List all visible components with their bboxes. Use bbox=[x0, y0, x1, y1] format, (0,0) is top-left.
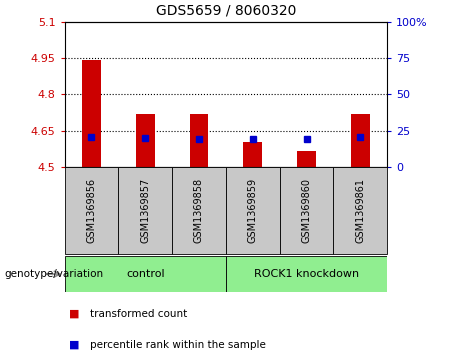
Text: ROCK1 knockdown: ROCK1 knockdown bbox=[254, 269, 359, 279]
Bar bbox=[226, 167, 280, 254]
Bar bbox=[280, 167, 333, 254]
Bar bbox=[65, 167, 118, 254]
Text: GSM1369856: GSM1369856 bbox=[86, 178, 96, 243]
Text: percentile rank within the sample: percentile rank within the sample bbox=[90, 340, 266, 350]
Text: GSM1369859: GSM1369859 bbox=[248, 178, 258, 243]
Text: control: control bbox=[126, 269, 165, 279]
Bar bbox=[118, 167, 172, 254]
Text: GSM1369858: GSM1369858 bbox=[194, 178, 204, 243]
Text: ■: ■ bbox=[69, 309, 80, 319]
Bar bbox=[333, 167, 387, 254]
Bar bbox=[297, 151, 316, 167]
Text: GSM1369861: GSM1369861 bbox=[355, 178, 366, 243]
Text: genotype/variation: genotype/variation bbox=[5, 269, 104, 279]
Text: GSM1369857: GSM1369857 bbox=[140, 178, 150, 243]
Bar bbox=[136, 114, 154, 167]
Text: transformed count: transformed count bbox=[90, 309, 187, 319]
Bar bbox=[226, 256, 387, 292]
Bar bbox=[172, 167, 226, 254]
Bar bbox=[243, 142, 262, 167]
Bar bbox=[351, 114, 370, 167]
Bar bbox=[82, 60, 101, 167]
Text: ■: ■ bbox=[69, 340, 80, 350]
Bar bbox=[65, 256, 226, 292]
Bar bbox=[189, 114, 208, 167]
Text: GSM1369860: GSM1369860 bbox=[301, 178, 312, 243]
Title: GDS5659 / 8060320: GDS5659 / 8060320 bbox=[156, 4, 296, 18]
